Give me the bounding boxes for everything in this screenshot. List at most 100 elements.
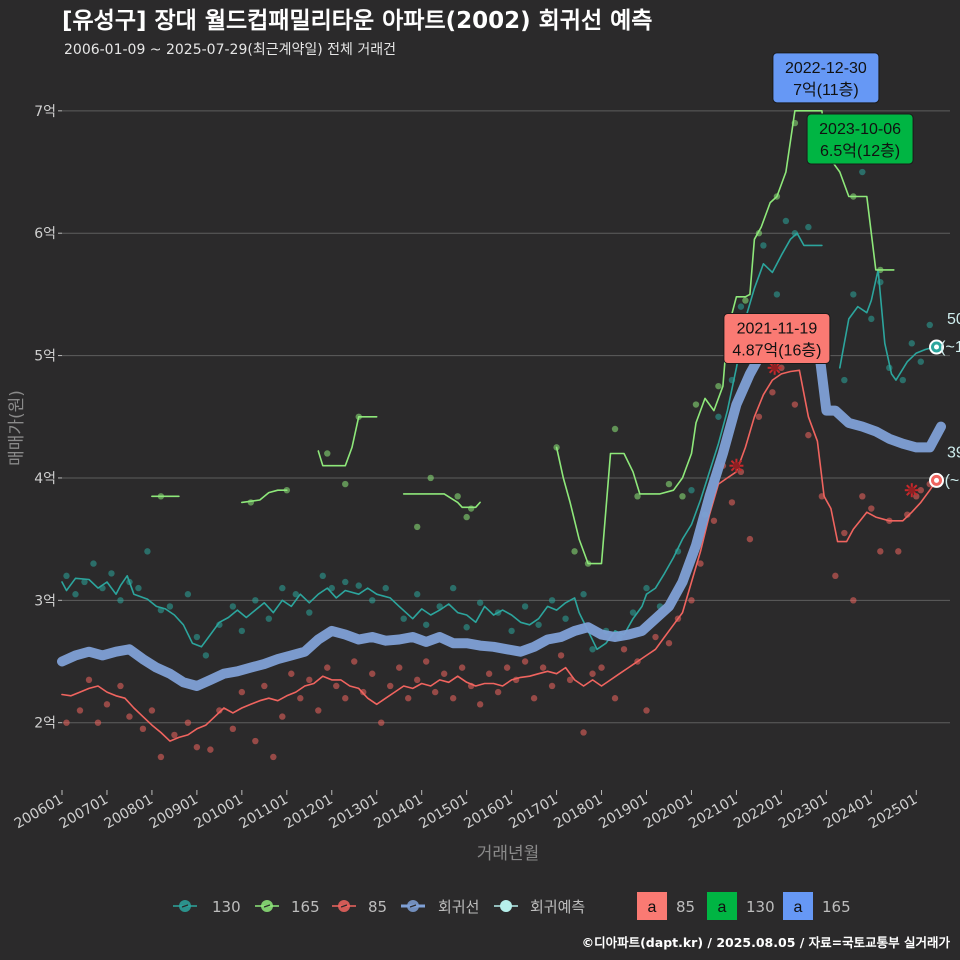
annotation-date: 2021-11-19	[737, 320, 818, 337]
scatter-point-85	[697, 560, 704, 567]
legend-label-name: 165	[822, 898, 851, 916]
scatter-point-165	[742, 297, 749, 304]
scatter-point-85	[859, 493, 866, 500]
scatter-point-85	[94, 719, 102, 726]
scatter-point-130	[760, 242, 767, 249]
scatter-point-85	[643, 707, 650, 714]
annotation-130: 2023-10-06 6.5억(12층)	[806, 113, 914, 165]
highlight-dot	[908, 486, 916, 494]
scatter-point-130	[306, 609, 313, 616]
annotation-85: 2021-11-19 4.87억(16층)	[723, 312, 831, 364]
scatter-point-130	[436, 603, 443, 610]
legend-dash	[181, 904, 189, 908]
x-tick-label: 201301	[326, 792, 380, 833]
scatter-point-85	[184, 719, 192, 726]
scatter-point-85	[913, 493, 920, 500]
legend-label-name: 130	[746, 898, 775, 916]
scatter-point-130	[202, 652, 210, 659]
scatter-point-85	[566, 676, 574, 684]
scatter-point-85	[431, 688, 439, 696]
legend-dot	[500, 900, 512, 912]
scatter-point-85	[665, 639, 673, 647]
series-line-165	[402, 493, 481, 509]
x-tick-label: 200601	[12, 792, 66, 833]
scatter-point-165	[342, 480, 349, 488]
legend-label-key-130: a 130	[707, 892, 775, 920]
x-tick-label: 201901	[596, 792, 650, 833]
scatter-point-85	[103, 701, 111, 708]
scatter-point-130	[773, 291, 781, 298]
scatter-point-130	[562, 615, 569, 622]
x-tick-label: 201701	[506, 792, 560, 833]
annotation-box	[772, 52, 880, 104]
series-line-85	[61, 369, 938, 742]
scatter-point-130	[841, 376, 848, 384]
annotation-box	[723, 312, 831, 364]
scatter-point-85	[791, 401, 799, 408]
scatter-point-85	[521, 658, 529, 665]
scatter-point-130	[400, 615, 407, 622]
scatter-point-165	[679, 493, 686, 500]
scatter-point-85	[270, 753, 277, 761]
scatter-point-130	[144, 548, 151, 555]
scatter-point-85	[841, 529, 848, 537]
source-caption: ©디아파트(dapt.kr) / 2025.08.05 / 자료=국토교통부 실…	[582, 935, 951, 950]
scatter-point-130	[117, 597, 124, 604]
legend-label: 130	[212, 898, 241, 916]
x-tick-label: 202301	[776, 792, 830, 833]
y-tick-label: 5억	[34, 349, 56, 365]
scatter-point-85	[238, 688, 246, 696]
scatter-point-130	[917, 358, 924, 365]
scatter-point-130	[72, 591, 79, 598]
scatter-point-165	[463, 513, 470, 521]
legend-dash	[263, 904, 271, 908]
scatter-point-130	[292, 591, 300, 598]
scatter-point-85	[396, 664, 403, 671]
scatter-point-130	[328, 584, 335, 592]
scatter-point-85	[449, 695, 457, 702]
series-line-130	[839, 269, 936, 381]
scatter-point-165	[634, 493, 641, 500]
scatter-point-130	[643, 584, 650, 592]
scatter-point-130	[508, 627, 515, 635]
legend-label: 회귀예측	[530, 898, 585, 916]
x-tick-label: 200701	[57, 792, 111, 833]
y-axis-ticks: 2억 3억 4억 5억 6억 7억	[34, 104, 62, 732]
scatter-point-85	[620, 646, 628, 653]
scatter-point-85	[414, 676, 421, 684]
scatter-point-85	[503, 664, 511, 671]
scatter-point-85	[904, 511, 911, 518]
scatter-point-85	[261, 682, 268, 690]
scatter-point-85	[193, 743, 201, 751]
legend-label: 85	[368, 898, 387, 916]
legend-item-130: 130	[173, 898, 241, 916]
y-tick-label: 2억	[34, 716, 56, 732]
chart-title: [유성구] 장대 월드컵패밀리타운 아파트(2002) 회귀선 예측	[62, 8, 652, 34]
scatter-point-85	[315, 707, 322, 714]
scatter-point-85	[580, 729, 587, 736]
legend-label-box	[637, 892, 667, 920]
legend: 130 165 85 회귀선 회귀예측 a 85 a 130 a 165	[173, 892, 851, 920]
scatter-point-130	[782, 217, 790, 225]
scatter-point-85	[297, 695, 304, 702]
scatter-point-130	[135, 584, 142, 592]
scatter-point-85	[378, 719, 385, 726]
scatter-point-130	[369, 597, 376, 604]
y-tick-label: 7억	[34, 104, 56, 120]
scatter-point-130	[193, 633, 201, 641]
predictions: 50,700 (~130㎡) 39,800 (~85㎡)	[929, 311, 960, 489]
scatter-point-85	[333, 682, 340, 690]
prediction-marker-core	[934, 344, 940, 350]
scatter-point-165	[454, 493, 461, 500]
legend-label-key-85: a 85	[637, 892, 695, 920]
chart-subtitle: 2006-01-09 ~ 2025-07-29(최근계약일) 전체 거래건	[64, 42, 396, 58]
legend-item-165: 165	[255, 898, 320, 916]
scatter-point-165	[571, 548, 578, 555]
legend-label-box	[707, 892, 737, 920]
scatter-point-85	[126, 713, 133, 720]
scatter-point-130	[238, 627, 246, 635]
scatter-point-130	[422, 621, 430, 628]
scatter-point-130	[859, 168, 866, 176]
highlight-dot	[732, 462, 740, 470]
